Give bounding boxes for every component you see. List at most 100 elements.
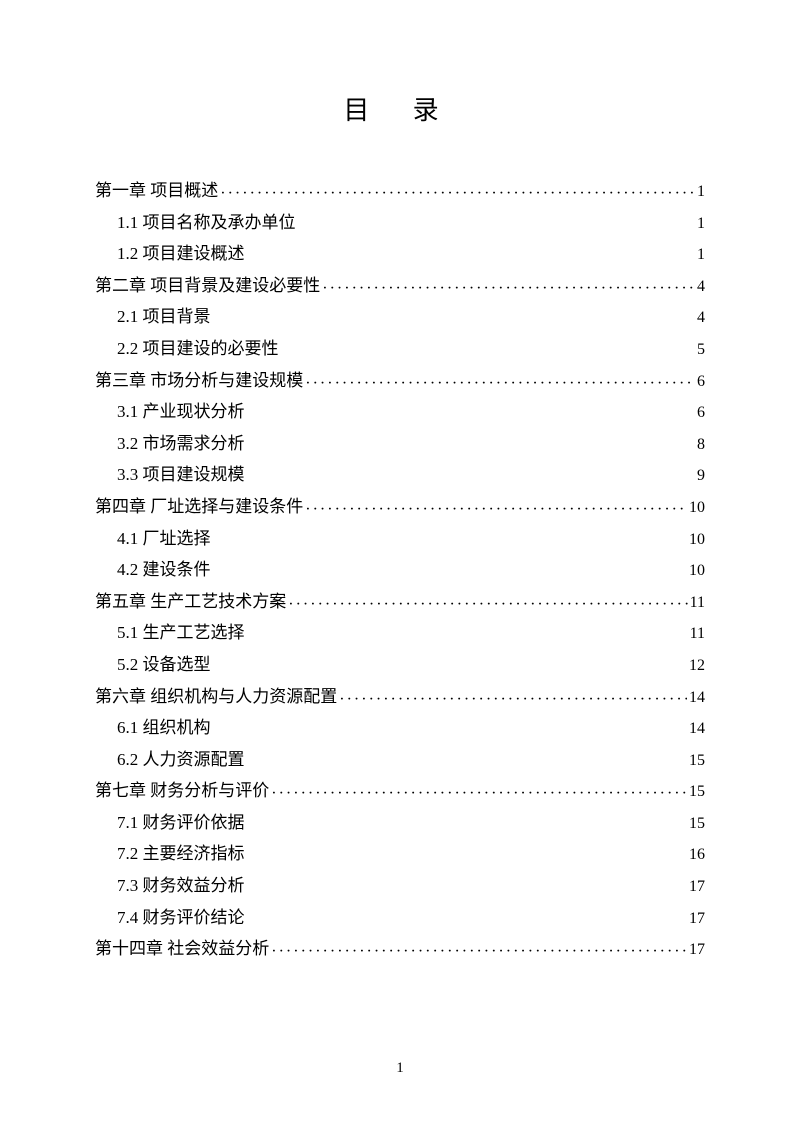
toc-entry-label: 2.1 项目背景 bbox=[117, 301, 211, 332]
toc-entry-label: 6.2 人力资源配置 bbox=[117, 744, 245, 775]
toc-entry-page: 1 bbox=[697, 177, 705, 207]
toc-entry-label: 3.2 市场需求分析 bbox=[117, 428, 245, 459]
toc-entry-label: 第六章 组织机构与人力资源配置 bbox=[95, 681, 337, 712]
toc-entry-label: 4.2 建设条件 bbox=[117, 554, 211, 585]
toc-leader bbox=[247, 906, 688, 923]
toc-entry-label: 7.3 财务效益分析 bbox=[117, 870, 245, 901]
toc-leader bbox=[213, 305, 696, 322]
toc-leader bbox=[247, 463, 696, 480]
toc-entry-label: 第一章 项目概述 bbox=[95, 175, 218, 206]
toc-entry-label: 1.1 项目名称及承办单位 bbox=[117, 207, 296, 238]
toc-leader bbox=[288, 590, 687, 607]
toc-leader bbox=[247, 811, 688, 828]
toc-entry-page: 1 bbox=[697, 209, 705, 239]
toc-entry-page: 1 bbox=[697, 240, 705, 270]
toc-leader bbox=[247, 874, 688, 891]
toc-leader bbox=[298, 211, 696, 228]
toc-entry-page: 15 bbox=[689, 777, 705, 807]
toc-entry-page: 6 bbox=[697, 367, 705, 397]
toc-entry: 4.1 厂址选择 10 bbox=[95, 523, 705, 555]
toc-leader bbox=[213, 653, 688, 670]
toc-entry: 第五章 生产工艺技术方案 11 bbox=[95, 586, 705, 618]
toc-title: 目 录 bbox=[95, 90, 705, 127]
toc-entry-page: 15 bbox=[689, 746, 705, 776]
toc-entry: 7.3 财务效益分析 17 bbox=[95, 870, 705, 902]
toc-entry-label: 第四章 厂址选择与建设条件 bbox=[95, 491, 303, 522]
toc-entry-label: 第二章 项目背景及建设必要性 bbox=[95, 270, 320, 301]
toc-entry-page: 11 bbox=[690, 619, 705, 649]
toc-leader bbox=[322, 274, 695, 291]
toc-leader bbox=[247, 432, 696, 449]
toc-entry-label: 6.1 组织机构 bbox=[117, 712, 211, 743]
toc-entry: 第十四章 社会效益分析 17 bbox=[95, 933, 705, 965]
toc-entry-page: 5 bbox=[697, 335, 705, 365]
toc-leader bbox=[213, 527, 688, 544]
toc-entry-label: 5.1 生产工艺选择 bbox=[117, 617, 245, 648]
toc-entry-page: 10 bbox=[689, 556, 705, 586]
toc-entry-page: 4 bbox=[697, 272, 705, 302]
toc-leader bbox=[247, 748, 688, 765]
toc-entry: 5.1 生产工艺选择 11 bbox=[95, 617, 705, 649]
toc-leader bbox=[281, 337, 696, 354]
toc-entry-page: 4 bbox=[697, 303, 705, 333]
toc-entry-page: 9 bbox=[697, 461, 705, 491]
toc-entry: 2.1 项目背景 4 bbox=[95, 301, 705, 333]
toc-entry: 7.4 财务评价结论 17 bbox=[95, 902, 705, 934]
toc-entry: 3.2 市场需求分析 8 bbox=[95, 428, 705, 460]
toc-entry: 7.1 财务评价依据 15 bbox=[95, 807, 705, 839]
toc-entry-label: 3.3 项目建设规模 bbox=[117, 459, 245, 490]
toc-entry-page: 10 bbox=[689, 525, 705, 555]
toc-entry-page: 6 bbox=[697, 398, 705, 428]
toc-entry-label: 3.1 产业现状分析 bbox=[117, 396, 245, 427]
toc-entry-label: 5.2 设备选型 bbox=[117, 649, 211, 680]
toc-entry-label: 7.2 主要经济指标 bbox=[117, 838, 245, 869]
toc-entry-label: 2.2 项目建设的必要性 bbox=[117, 333, 279, 364]
toc-entry-page: 17 bbox=[689, 935, 705, 965]
toc-entry-page: 15 bbox=[689, 809, 705, 839]
toc-entry: 6.1 组织机构 14 bbox=[95, 712, 705, 744]
toc-entry-label: 4.1 厂址选择 bbox=[117, 523, 211, 554]
toc-entry-page: 10 bbox=[689, 493, 705, 523]
toc-entry-label: 第五章 生产工艺技术方案 bbox=[95, 586, 286, 617]
toc-entry: 1.1 项目名称及承办单位 1 bbox=[95, 207, 705, 239]
toc-entry: 7.2 主要经济指标 16 bbox=[95, 838, 705, 870]
toc-leader bbox=[213, 716, 688, 733]
toc-leader bbox=[271, 937, 687, 954]
page-number: 1 bbox=[0, 1060, 800, 1077]
toc-leader bbox=[305, 369, 695, 386]
toc-leader bbox=[339, 685, 687, 702]
toc-leader bbox=[247, 242, 696, 259]
toc-entry: 第七章 财务分析与评价 15 bbox=[95, 775, 705, 807]
toc-entry: 第四章 厂址选择与建设条件 10 bbox=[95, 491, 705, 523]
toc-entry: 1.2 项目建设概述1 bbox=[95, 238, 705, 270]
toc-entry-label: 第七章 财务分析与评价 bbox=[95, 775, 269, 806]
toc-entry-page: 14 bbox=[689, 683, 705, 713]
toc-entry: 第六章 组织机构与人力资源配置 14 bbox=[95, 681, 705, 713]
toc-leader bbox=[247, 621, 688, 638]
toc-entry: 2.2 项目建设的必要性 5 bbox=[95, 333, 705, 365]
toc-entry-label: 第十四章 社会效益分析 bbox=[95, 933, 269, 964]
toc-entry-page: 17 bbox=[689, 904, 705, 934]
toc-leader bbox=[271, 779, 687, 796]
toc-list: 第一章 项目概述 11.1 项目名称及承办单位11.2 项目建设概述1第二章 项… bbox=[95, 175, 705, 965]
toc-entry-page: 14 bbox=[689, 714, 705, 744]
toc-leader bbox=[247, 400, 696, 417]
toc-entry-label: 第三章 市场分析与建设规模 bbox=[95, 365, 303, 396]
toc-entry: 3.3 项目建设规模 9 bbox=[95, 459, 705, 491]
toc-entry-page: 16 bbox=[689, 840, 705, 870]
toc-entry: 6.2 人力资源配置 15 bbox=[95, 744, 705, 776]
toc-entry: 第二章 项目背景及建设必要性 4 bbox=[95, 270, 705, 302]
toc-entry-page: 11 bbox=[690, 588, 705, 618]
toc-entry: 第三章 市场分析与建设规模 6 bbox=[95, 365, 705, 397]
toc-entry: 第一章 项目概述 1 bbox=[95, 175, 705, 207]
toc-entry-label: 7.4 财务评价结论 bbox=[117, 902, 245, 933]
toc-leader bbox=[213, 558, 688, 575]
toc-entry-page: 17 bbox=[689, 872, 705, 902]
toc-entry-label: 7.1 财务评价依据 bbox=[117, 807, 245, 838]
toc-entry-page: 8 bbox=[697, 430, 705, 460]
toc-entry-page: 12 bbox=[689, 651, 705, 681]
toc-entry: 4.2 建设条件 10 bbox=[95, 554, 705, 586]
toc-entry: 3.1 产业现状分析 6 bbox=[95, 396, 705, 428]
toc-entry: 5.2 设备选型 12 bbox=[95, 649, 705, 681]
toc-leader bbox=[305, 495, 687, 512]
